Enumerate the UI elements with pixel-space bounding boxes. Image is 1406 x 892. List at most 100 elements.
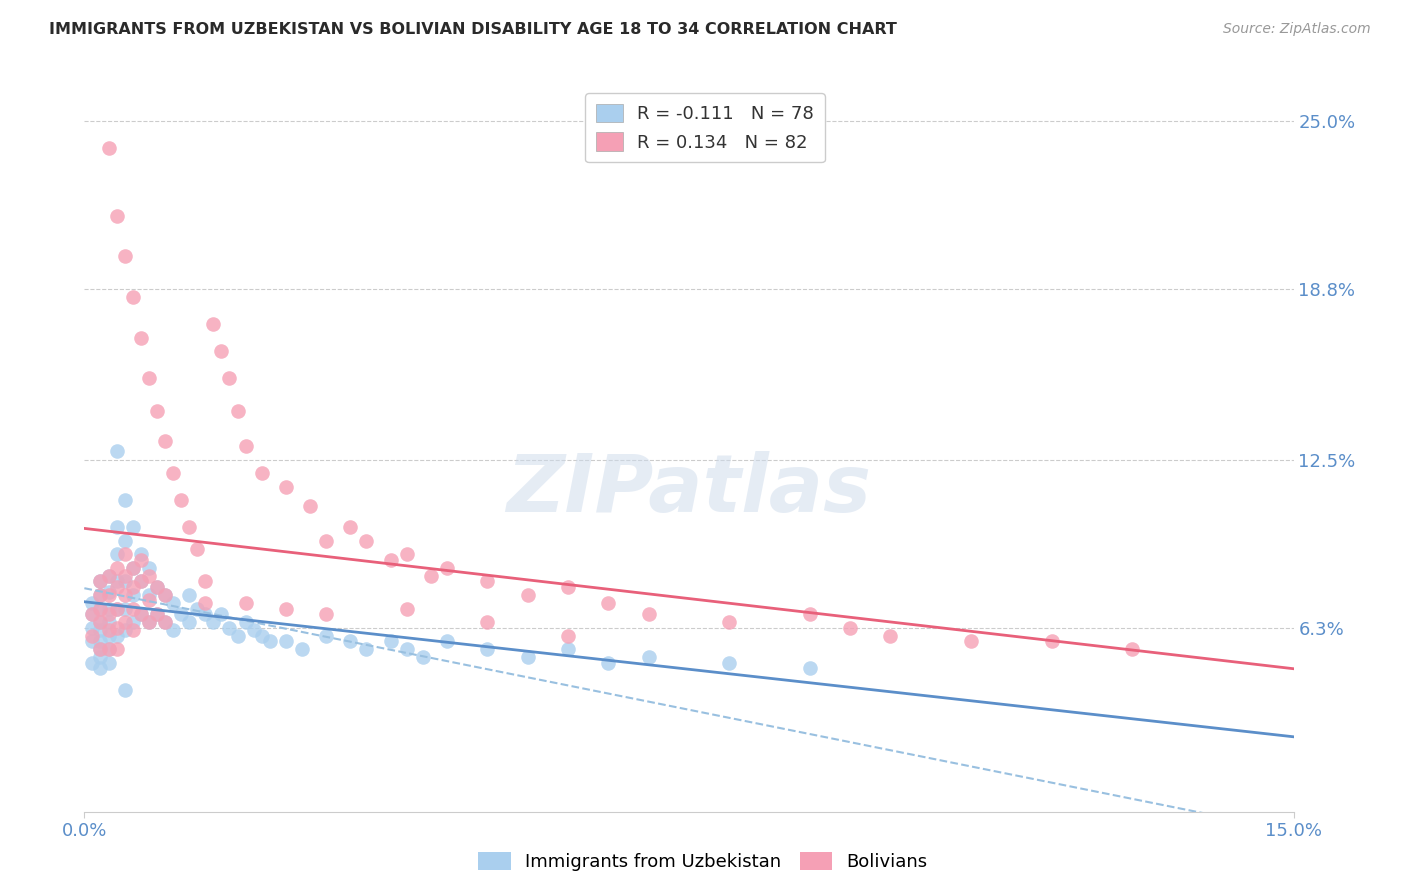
Point xyxy=(146,404,169,418)
Point xyxy=(153,588,176,602)
Point xyxy=(146,580,169,594)
Point xyxy=(436,634,458,648)
Point xyxy=(170,607,193,621)
Point xyxy=(105,561,128,575)
Point xyxy=(202,317,225,331)
Point xyxy=(114,547,136,561)
Point xyxy=(162,596,184,610)
Point xyxy=(105,601,128,615)
Point xyxy=(194,607,217,621)
Point xyxy=(315,629,337,643)
Point xyxy=(242,624,264,638)
Point xyxy=(82,634,104,648)
Point xyxy=(299,499,322,513)
Point xyxy=(339,634,361,648)
Point xyxy=(97,642,120,657)
Point xyxy=(274,634,297,648)
Point xyxy=(250,466,273,480)
Point xyxy=(114,493,136,508)
Point xyxy=(420,569,443,583)
Point xyxy=(477,615,499,629)
Point xyxy=(179,588,201,602)
Point xyxy=(82,620,104,634)
Point xyxy=(105,580,128,594)
Point xyxy=(114,682,136,697)
Point xyxy=(339,520,361,534)
Point xyxy=(121,561,143,575)
Point xyxy=(315,607,337,621)
Point xyxy=(799,607,821,621)
Point xyxy=(637,650,659,665)
Point xyxy=(97,585,120,599)
Point xyxy=(412,650,434,665)
Point xyxy=(138,588,160,602)
Point xyxy=(138,371,160,385)
Text: Source: ZipAtlas.com: Source: ZipAtlas.com xyxy=(1223,22,1371,37)
Point xyxy=(516,588,538,602)
Point xyxy=(218,371,240,385)
Point xyxy=(153,615,176,629)
Point xyxy=(179,615,201,629)
Text: IMMIGRANTS FROM UZBEKISTAN VS BOLIVIAN DISABILITY AGE 18 TO 34 CORRELATION CHART: IMMIGRANTS FROM UZBEKISTAN VS BOLIVIAN D… xyxy=(49,22,897,37)
Point xyxy=(114,533,136,548)
Point xyxy=(82,596,104,610)
Point xyxy=(89,642,111,657)
Point xyxy=(162,466,184,480)
Point xyxy=(356,642,378,657)
Legend: R = -0.111   N = 78, R = 0.134   N = 82: R = -0.111 N = 78, R = 0.134 N = 82 xyxy=(585,93,825,162)
Point xyxy=(97,601,120,615)
Point xyxy=(97,656,120,670)
Point xyxy=(114,574,136,589)
Point xyxy=(138,615,160,629)
Point xyxy=(89,624,111,638)
Point xyxy=(209,607,232,621)
Point xyxy=(121,290,143,304)
Point xyxy=(129,607,152,621)
Point xyxy=(114,624,136,638)
Point xyxy=(97,615,120,629)
Point xyxy=(718,615,741,629)
Point xyxy=(89,634,111,648)
Point xyxy=(105,642,128,657)
Point xyxy=(477,642,499,657)
Point xyxy=(114,569,136,583)
Point xyxy=(129,607,152,621)
Point xyxy=(153,588,176,602)
Point xyxy=(250,629,273,643)
Point xyxy=(138,561,160,575)
Point xyxy=(380,553,402,567)
Point xyxy=(89,601,111,615)
Point xyxy=(879,629,901,643)
Point xyxy=(105,547,128,561)
Point xyxy=(186,601,208,615)
Point xyxy=(121,588,143,602)
Point xyxy=(129,574,152,589)
Point xyxy=(97,629,120,643)
Point xyxy=(114,615,136,629)
Point xyxy=(97,141,120,155)
Point xyxy=(557,580,579,594)
Point xyxy=(598,656,620,670)
Point xyxy=(395,601,418,615)
Point xyxy=(557,629,579,643)
Point xyxy=(138,593,160,607)
Point xyxy=(235,439,257,453)
Point xyxy=(121,624,143,638)
Point xyxy=(179,520,201,534)
Point xyxy=(259,634,281,648)
Point xyxy=(395,642,418,657)
Point xyxy=(114,601,136,615)
Point xyxy=(202,615,225,629)
Point xyxy=(89,615,111,629)
Point xyxy=(82,656,104,670)
Point xyxy=(129,553,152,567)
Point xyxy=(89,574,111,589)
Point xyxy=(153,434,176,448)
Point xyxy=(97,569,120,583)
Point xyxy=(209,344,232,359)
Legend: Immigrants from Uzbekistan, Bolivians: Immigrants from Uzbekistan, Bolivians xyxy=(471,845,935,879)
Point xyxy=(1040,634,1063,648)
Point xyxy=(114,249,136,263)
Point xyxy=(89,588,111,602)
Point xyxy=(82,607,104,621)
